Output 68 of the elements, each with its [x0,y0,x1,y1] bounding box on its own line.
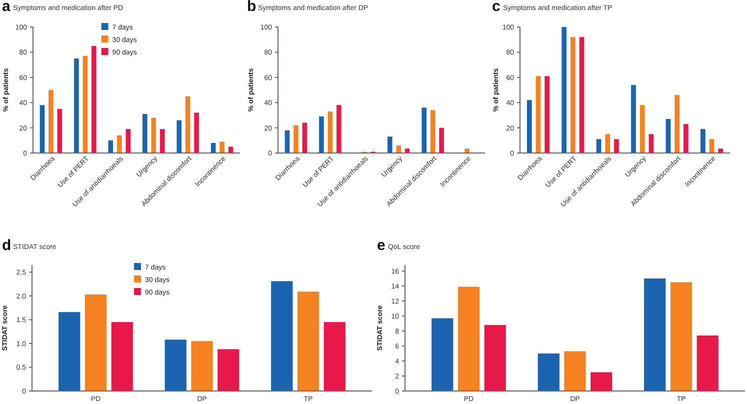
bar [590,372,612,391]
bar [336,105,342,153]
bar [709,139,714,153]
text: c [492,0,500,15]
text: a [2,0,11,15]
bar [111,322,133,391]
bar [614,139,619,153]
bar [644,278,666,391]
bar [670,282,692,391]
text: b [247,0,256,15]
bar [92,46,96,153]
bar [631,84,636,153]
bar [218,349,240,391]
bar [718,148,724,153]
bar [579,37,584,153]
bar [40,105,45,153]
bar [220,142,224,153]
bar [319,116,324,153]
text: e [377,237,386,254]
text: d [2,237,12,254]
bar [700,129,706,153]
bar [160,129,165,153]
bar [432,318,454,391]
bar [538,354,560,391]
bar [284,130,290,153]
bar [294,125,298,153]
bar [84,294,107,391]
bar [648,134,654,153]
bar [544,76,550,153]
bar [430,110,436,153]
bar [142,114,148,153]
bar [58,312,80,391]
bar [48,90,54,153]
bar [82,56,88,153]
bar [422,108,426,153]
bar [596,139,602,153]
bar [191,341,213,391]
bar [387,136,392,153]
bar [464,148,470,153]
bar [570,37,576,153]
bar [151,118,156,153]
bar [674,95,680,153]
bar [271,281,293,391]
bar [484,325,506,391]
bar [640,105,645,153]
bar [562,27,567,153]
bar [194,112,199,153]
bar [74,58,79,153]
bar [302,122,308,153]
bar [176,120,182,153]
bar [536,76,541,153]
bar [328,111,333,153]
bar [439,128,444,153]
bar [164,340,186,391]
bar [458,286,480,391]
bar [683,124,688,153]
bar [185,96,190,153]
bar [605,134,610,153]
bar [666,118,671,153]
bar [116,135,122,153]
bar [396,145,402,153]
bar [696,336,718,391]
bar [564,351,586,391]
bar [297,292,320,391]
bar [126,129,131,153]
bar [57,108,62,153]
bar [324,322,346,391]
bar [526,100,532,153]
